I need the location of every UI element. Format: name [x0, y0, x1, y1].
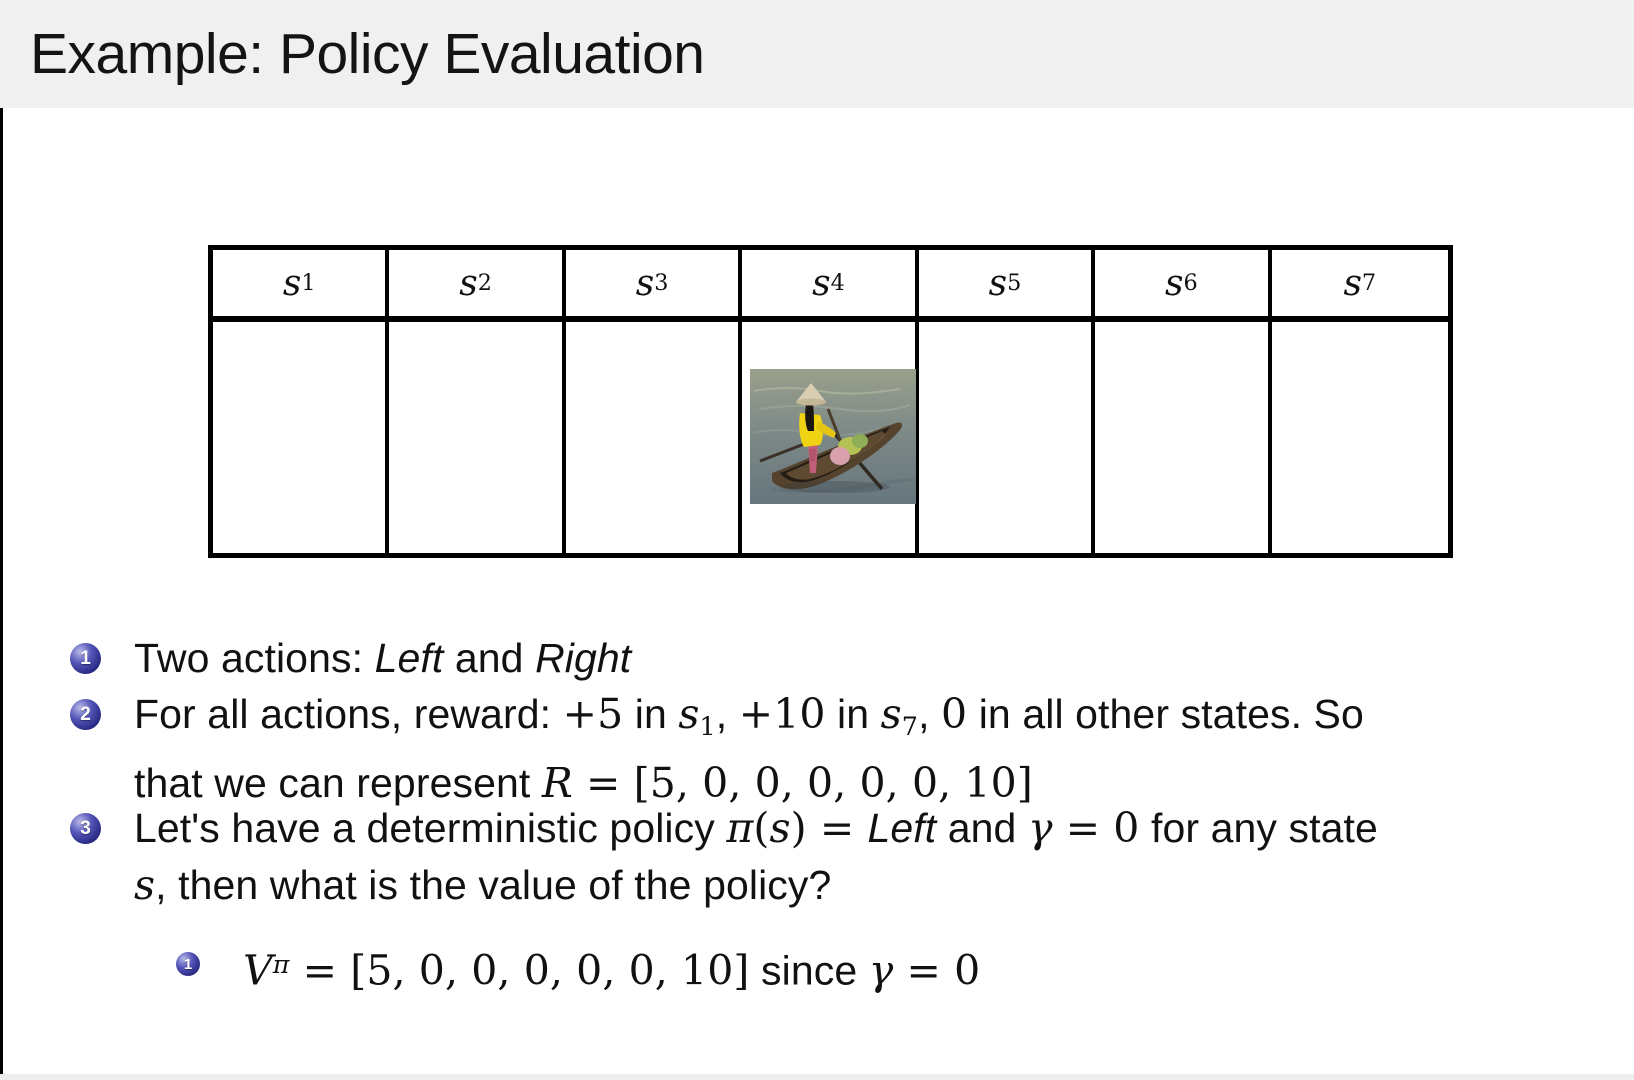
text-segment: +10: [738, 690, 826, 738]
bullet-text: Vπ = [5, 0, 0, 0, 0, 0, 10] since γ = 0: [243, 936, 980, 999]
bullet-number-badge: 1: [176, 952, 200, 976]
text-segment: ,: [715, 691, 739, 737]
text-segment: Left: [374, 635, 444, 681]
bullet-line-2: that we can represent R = [5, 0, 0, 0, 0…: [134, 755, 1364, 812]
state-cell-s5: [918, 322, 1096, 553]
text-segment: = [5, 0, 0, 0, 0, 0, 10]: [289, 946, 750, 995]
text-segment: s: [459, 262, 478, 304]
text-segment: (: [753, 804, 770, 852]
bullet-text: Let's have a deterministic policy π(s) =…: [134, 800, 1378, 914]
boat-photo: [750, 369, 916, 504]
text-segment: γ: [1027, 804, 1053, 852]
text-segment: s: [880, 690, 902, 738]
text-segment: γ: [868, 946, 894, 995]
text-segment: s: [812, 262, 831, 304]
state-cell-s6: [1095, 322, 1272, 553]
text-segment: V: [243, 946, 273, 995]
text-segment: 1: [699, 711, 716, 742]
text-segment: since: [749, 947, 869, 994]
text-segment: s: [769, 804, 791, 852]
slide-title-bar: Example: Policy Evaluation: [0, 0, 1634, 108]
text-segment: ) =: [790, 804, 868, 852]
state-cell-s3: [565, 322, 743, 553]
text-segment: 5: [1007, 270, 1022, 296]
text-segment: s: [1343, 262, 1362, 304]
text-segment: = 0: [1052, 804, 1140, 852]
text-segment: ,: [918, 691, 942, 737]
text-segment: in: [623, 691, 679, 737]
bullet-number-badge: 1: [70, 643, 101, 674]
sub-bullet-value-answer: 1 Vπ = [5, 0, 0, 0, 0, 0, 10] since γ = …: [176, 936, 1634, 999]
text-segment: s: [678, 690, 700, 738]
bullet-text: For all actions, reward: +5 in s1, +10 i…: [134, 686, 1364, 812]
bullet-line-2: s, then what is the value of the policy?: [134, 857, 1378, 914]
slide-left-border: [0, 0, 3, 1074]
text-segment: +5: [562, 690, 624, 738]
state-cell-s7: [1271, 322, 1448, 553]
page-title: Example: Policy Evaluation: [30, 22, 705, 86]
bullet-line-1: For all actions, reward: +5 in s1, +10 i…: [134, 686, 1364, 755]
text-segment: π: [272, 949, 290, 979]
text-segment: 4: [830, 270, 845, 296]
slide-bottom-strip: [0, 1074, 1634, 1080]
text-segment: that we can represent: [134, 760, 542, 807]
text-segment: π: [726, 804, 754, 852]
text-segment: for any state: [1139, 805, 1378, 851]
text-segment: s: [282, 262, 302, 304]
text-segment: For all actions, reward:: [134, 691, 563, 737]
text-segment: = 0: [893, 946, 981, 995]
text-segment: 3: [654, 270, 669, 296]
text-segment: = [5, 0, 0, 0, 0, 0, 10]: [572, 759, 1033, 808]
text-segment: s: [635, 262, 655, 304]
text-segment: s: [134, 861, 156, 909]
text-segment: R: [541, 759, 573, 808]
text-segment: 7: [901, 711, 919, 742]
text-segment: 1: [301, 270, 316, 296]
bullet-text: Two actions: Left and Right: [134, 630, 631, 687]
text-segment: and: [443, 635, 536, 681]
bullet-line-1: Let's have a deterministic policy π(s) =…: [134, 800, 1378, 857]
text-segment: 2: [477, 270, 492, 296]
bullet-policy-question: 3 Let's have a deterministic policy π(s)…: [70, 800, 1590, 914]
text-segment: Left: [867, 805, 937, 851]
state-cell-s2: [389, 322, 566, 553]
text-segment: s: [1165, 262, 1184, 304]
text-segment: 0: [941, 690, 968, 738]
text-segment: Right: [535, 635, 632, 681]
bullet-rewards: 2 For all actions, reward: +5 in s1, +10…: [70, 686, 1590, 812]
text-segment: Let's have a deterministic policy: [134, 805, 727, 851]
text-segment: Two actions:: [134, 635, 375, 681]
text-segment: 6: [1183, 270, 1198, 296]
text-segment: in: [825, 691, 881, 737]
text-segment: , then what is the value of the policy?: [155, 862, 832, 908]
text-segment: in all other states. So: [967, 691, 1364, 737]
text-segment: and: [936, 805, 1028, 851]
bullet-two-actions: 1 Two actions: Left and Right: [70, 630, 1590, 687]
text-segment: s: [988, 262, 1008, 304]
text-segment: 7: [1361, 270, 1377, 296]
state-cell-s1: [213, 322, 390, 553]
bullet-number-badge: 3: [70, 813, 101, 844]
bullet-number-badge: 2: [70, 699, 101, 730]
